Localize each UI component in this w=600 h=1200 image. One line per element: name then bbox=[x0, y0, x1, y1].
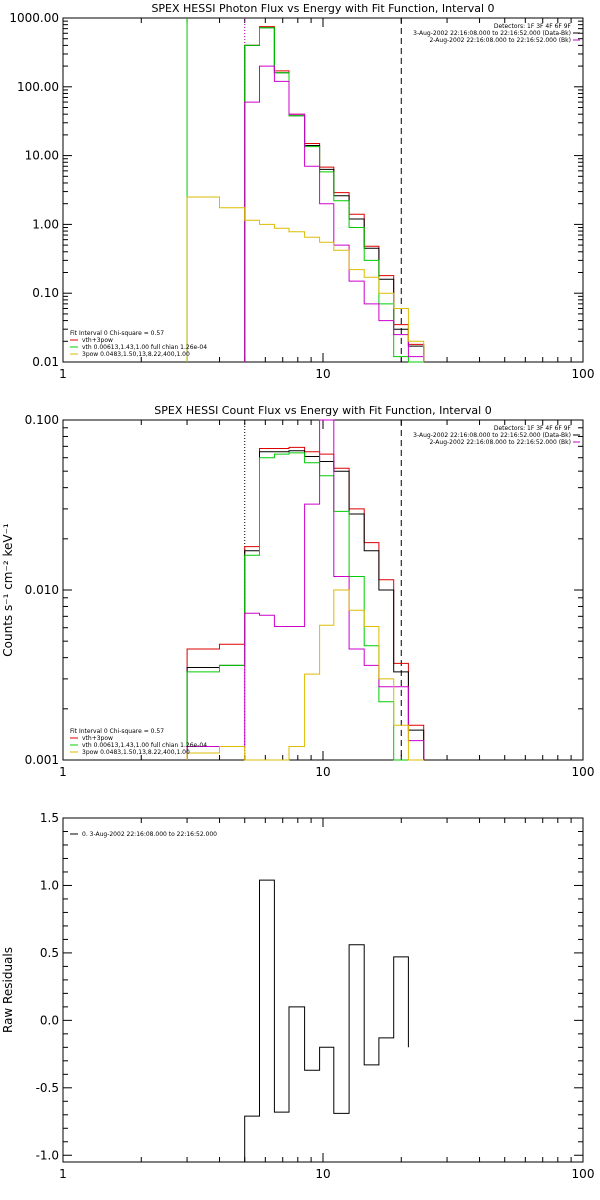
chart-title: SPEX HESSI Photon Flux vs Energy with Fi… bbox=[151, 2, 494, 15]
y-tick-label: -1.0 bbox=[36, 1148, 59, 1162]
info-line: Detectors: 1F 3F 4F 6F 9F bbox=[494, 425, 572, 432]
series-line bbox=[244, 879, 409, 1162]
series-line bbox=[186, 196, 425, 362]
y-tick-label: 1.0 bbox=[40, 878, 59, 892]
y-tick-label: 0.01 bbox=[32, 355, 59, 369]
series-line bbox=[244, 65, 425, 362]
residuals-chart: Raw Residuals 1 10 100 -1.0 -0.5 0.0 0.5 1.0 1.5 0… bbox=[1, 811, 594, 1181]
chart-title: SPEX HESSI Count Flux vs Energy with Fit… bbox=[154, 404, 491, 417]
x-tick-label: 100 bbox=[572, 367, 595, 381]
legend-entry: vth+3pow bbox=[82, 337, 113, 344]
series-line bbox=[186, 589, 424, 761]
x-tick-label: 100 bbox=[572, 1167, 595, 1181]
legend-entry: Fit Interval 0 Chi-square = 0.57 bbox=[70, 728, 164, 735]
y-tick-label: 0.001 bbox=[25, 753, 59, 767]
y-tick-label: -0.5 bbox=[36, 1081, 59, 1095]
x-tick-label: 1 bbox=[59, 1167, 67, 1181]
x-tick-label: 10 bbox=[315, 765, 330, 779]
series-line bbox=[186, 419, 425, 760]
legend-entry: 3pow 0.0483,1.50,13,8.22,400,1.00 bbox=[82, 351, 190, 358]
x-tick-label: 10 bbox=[315, 367, 330, 381]
info-line: 2-Aug-2002 22:16:08.000 to 22:16:52.000 … bbox=[429, 37, 571, 44]
y-tick-label: 10.00 bbox=[25, 149, 59, 163]
series-line bbox=[186, 446, 425, 760]
series-line bbox=[244, 27, 424, 363]
info-line: 3-Aug-2002 22:16:08.000 to 22:16:52.000 … bbox=[413, 432, 571, 439]
x-tick-label: 1 bbox=[59, 765, 67, 779]
x-tick-label: 1 bbox=[59, 367, 67, 381]
y-tick-label: 1.5 bbox=[40, 811, 59, 825]
y-tick-label: 100.00 bbox=[17, 80, 59, 94]
y-axis-label: Counts s⁻¹ cm⁻² keV⁻¹ bbox=[1, 523, 15, 657]
series-line bbox=[186, 452, 424, 761]
legend-entry: vth 0.00613,1.43,1.00 full chian 1.26e-0… bbox=[82, 344, 207, 351]
y-tick-label: 0.100 bbox=[25, 413, 59, 427]
x-tick-label: 10 bbox=[315, 1167, 330, 1181]
y-tick-label: 0.5 bbox=[40, 946, 59, 960]
y-tick-label: 1.00 bbox=[32, 217, 59, 231]
series-line bbox=[186, 450, 425, 760]
photon-chart: SPEX HESSI Photon Flux vs Energy with Fi… bbox=[9, 2, 594, 381]
info-line: Detectors: 1F 3F 4F 6F 9F bbox=[494, 23, 572, 30]
legend-entry: 3pow 0.0483,1.50,13,8.22,400,1.00 bbox=[82, 749, 190, 756]
count-chart: SPEX HESSI Count Flux vs Energy with Fit… bbox=[1, 404, 594, 779]
legend-entry: vth+3pow bbox=[82, 735, 113, 742]
info-line: 2-Aug-2002 22:16:08.000 to 22:16:52.000 … bbox=[429, 439, 571, 446]
y-tick-label: 1000.00 bbox=[9, 11, 59, 25]
y-tick-label: 0.0 bbox=[40, 1013, 59, 1027]
legend-entry: Fit Interval 0 Chi-square = 0.57 bbox=[70, 330, 164, 337]
info-line: 3-Aug-2002 22:16:08.000 to 22:16:52.000 … bbox=[413, 30, 571, 37]
plot-frame bbox=[62, 17, 584, 363]
plot-frame bbox=[62, 817, 584, 1163]
y-tick-label: 0.010 bbox=[25, 583, 59, 597]
legend-entry: vth 0.00613,1.43,1.00 full chian 1.26e-0… bbox=[82, 742, 207, 749]
x-tick-label: 100 bbox=[572, 765, 595, 779]
y-axis-label: Raw Residuals bbox=[1, 947, 15, 1033]
y-tick-label: 0.10 bbox=[32, 286, 59, 300]
plot-frame bbox=[62, 419, 584, 761]
legend-entry: 0. 3-Aug-2002 22:16:08.000 to 22:16:52.0… bbox=[82, 831, 217, 838]
